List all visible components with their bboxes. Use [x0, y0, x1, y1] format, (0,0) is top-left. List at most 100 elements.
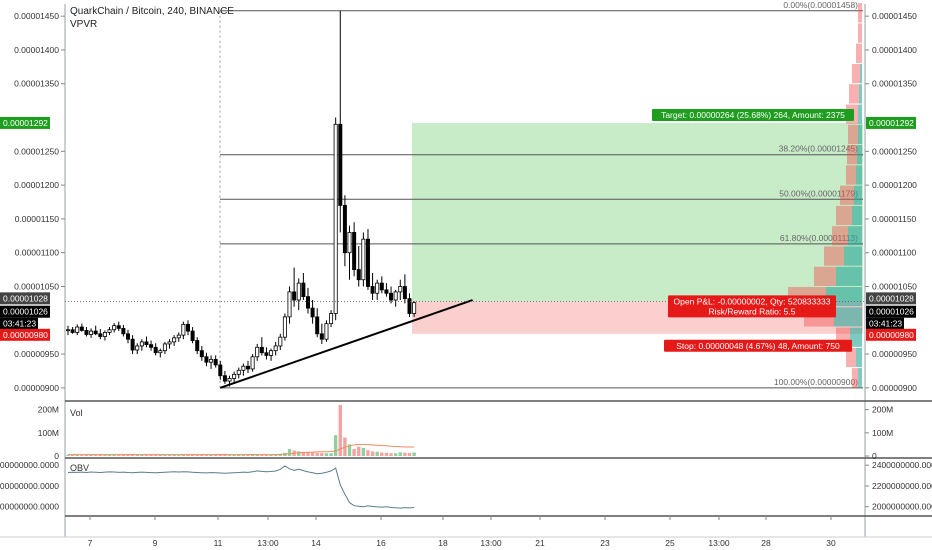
- vpvr-legend[interactable]: VPVR: [70, 19, 98, 30]
- candle-down: [384, 289, 389, 294]
- volume-bar: [324, 453, 329, 456]
- vpvr-down-bar: [858, 3, 862, 23]
- target-price-label-left: 0.00001292: [3, 118, 48, 128]
- y-tick-label-left: 0.00001200: [14, 180, 59, 190]
- x-tick-label: 23: [600, 538, 610, 548]
- fib-level-label: 0.00%(0.00001458): [783, 0, 858, 10]
- vol-tick-label-left: 200M: [38, 405, 59, 415]
- candle-down: [79, 326, 84, 331]
- volume-bar: [375, 451, 379, 456]
- candle-down: [245, 365, 250, 370]
- volume-bar: [389, 453, 393, 456]
- candle-down: [338, 123, 343, 206]
- volume-bar: [98, 454, 103, 456]
- symbol-title[interactable]: QuarkChain / Bitcoin, 240, BINANCE: [70, 6, 234, 17]
- vpvr-down-bar: [840, 185, 854, 205]
- candle-up: [329, 313, 334, 325]
- volume-bar: [75, 454, 79, 456]
- candle-down: [264, 352, 269, 356]
- volume-bar: [117, 455, 121, 456]
- last-price-label-bg: [866, 292, 916, 305]
- vpvr-down-bar: [849, 84, 859, 104]
- obv-title: OBV: [70, 463, 89, 473]
- x-tick-label: 18: [438, 538, 448, 548]
- y-tick-label-left: 0.00001450: [14, 11, 59, 21]
- candle-up: [89, 330, 94, 335]
- vpvr-up-bar: [858, 104, 862, 124]
- candle-down: [116, 325, 121, 329]
- obv-tick-label-left: 2400000000.0000: [0, 460, 59, 470]
- volume-bar: [370, 451, 375, 456]
- vpvr-up-bar: [858, 368, 862, 388]
- obv-tick-label-right: 2200000000.0000: [872, 481, 932, 491]
- volume-bar: [167, 454, 172, 456]
- y-tick-label-right: 0.00001050: [872, 281, 917, 291]
- volume-bar: [333, 435, 338, 456]
- volume-bar: [84, 454, 89, 456]
- vpvr-up-bar: [852, 205, 862, 226]
- volume-bar: [70, 455, 75, 456]
- x-tick-label: 13:00: [257, 538, 279, 548]
- candle-up: [232, 373, 237, 379]
- obv-tick-label-left: 2200000000.0000: [0, 481, 59, 491]
- vpvr-up-bar: [858, 124, 862, 145]
- candle-down: [204, 356, 209, 363]
- volume-bar: [107, 454, 112, 456]
- current-price-label-left: 0.00001026: [3, 307, 48, 317]
- volume-bar: [237, 454, 241, 456]
- candle-down: [199, 350, 204, 358]
- volume-bar: [190, 454, 195, 456]
- vpvr-up-bar: [844, 246, 862, 266]
- candle-up: [375, 282, 380, 294]
- volume-bar: [329, 453, 333, 456]
- countdown-label: 03:41:23: [869, 319, 902, 329]
- candle-up: [269, 350, 274, 356]
- volume-bar: [306, 452, 310, 456]
- candle-down: [153, 346, 158, 354]
- volume-bar: [153, 454, 158, 456]
- vpvr-down-bar: [846, 347, 856, 368]
- candle-down: [213, 359, 218, 366]
- candle-up: [172, 337, 177, 343]
- volume-bar: [380, 452, 384, 456]
- x-tick-label: 25: [665, 538, 675, 548]
- volume-bar: [66, 454, 70, 456]
- candle-down: [292, 291, 297, 301]
- y-tick-label-left: 0.00000900: [14, 383, 59, 393]
- candle-up: [398, 286, 403, 293]
- volume-bar: [135, 454, 139, 456]
- volume-ma-line: [68, 443, 415, 456]
- candle-up: [158, 350, 163, 354]
- volume-bar: [361, 447, 366, 456]
- volume-bar: [412, 452, 416, 456]
- y-tick-label-left: 0.00001100: [15, 248, 60, 258]
- volume-bar: [264, 454, 269, 456]
- volume-bar: [273, 454, 278, 456]
- candle-down: [352, 232, 357, 270]
- candle-up: [250, 356, 255, 370]
- y-tick-label-left: 0.00001150: [15, 214, 60, 224]
- candle-down: [356, 269, 361, 281]
- y-tick-label-left: 0.00001250: [14, 146, 59, 156]
- candle-down: [195, 340, 200, 352]
- vpvr-up-bar: [856, 347, 862, 368]
- volume-bar: [301, 451, 306, 456]
- last-price-label: 0.00001028: [869, 293, 914, 303]
- candle-down: [144, 341, 149, 346]
- volume-bar: [403, 452, 407, 456]
- volume-bar: [163, 454, 167, 456]
- candle-up: [167, 341, 172, 345]
- pnl-badge-text: Open P&L: -0.00000002, Qty: 520833333: [674, 296, 831, 306]
- volume-bar: [287, 449, 292, 456]
- countdown-label-left-bg: [0, 317, 38, 330]
- stop-badge-bg: [664, 339, 852, 352]
- vpvr-up-bar: [859, 84, 862, 104]
- candle-down: [149, 344, 154, 348]
- volume-bar: [357, 446, 361, 456]
- target-badge-text: Target: 0.00000264 (25.68%) 264, Amount:…: [661, 110, 845, 120]
- volume-bar: [315, 452, 319, 456]
- y-tick-label-left: 0.00001050: [14, 281, 59, 291]
- stop-badge-text: Stop: 0.00000048 (4.67%) 48, Amount: 750: [676, 341, 840, 351]
- candle-down: [130, 338, 135, 351]
